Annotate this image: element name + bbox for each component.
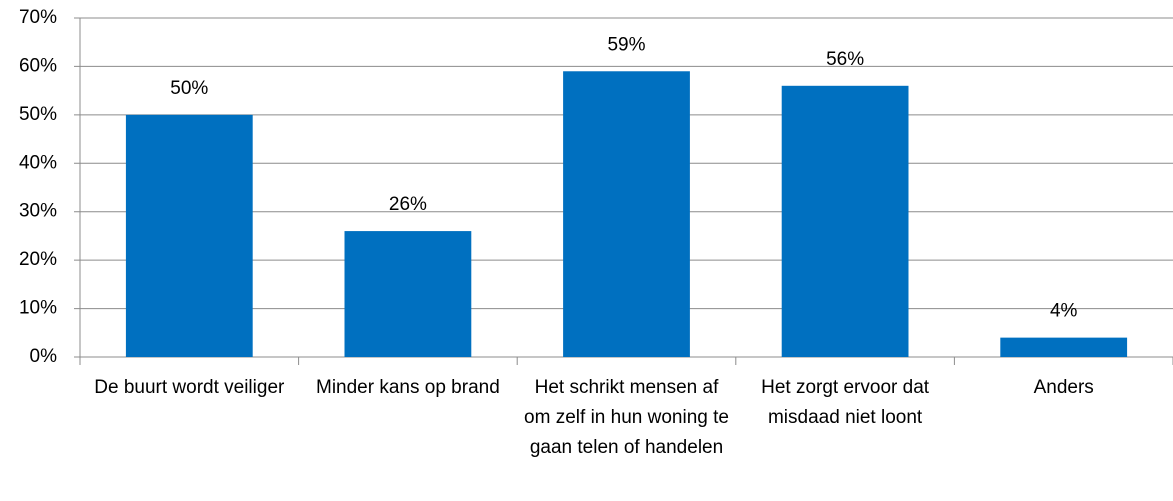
y-tick-label: 60% <box>19 55 57 76</box>
data-label: 56% <box>826 49 864 70</box>
y-tick-label: 70% <box>19 7 57 28</box>
y-tick-label: 20% <box>19 249 57 270</box>
bar <box>1000 337 1128 357</box>
data-label: 59% <box>607 34 645 55</box>
bar <box>781 85 909 358</box>
bar <box>344 231 472 357</box>
y-tick-label: 30% <box>19 201 57 222</box>
data-label: 4% <box>1050 301 1078 322</box>
y-tick-label: 50% <box>19 104 57 125</box>
x-tick-label: Het schrikt mensen af om zelf in hun won… <box>524 377 729 458</box>
x-tick-label: Anders <box>1033 377 1094 398</box>
x-tick-label: Minder kans op brand <box>316 377 500 398</box>
bar <box>563 71 690 358</box>
y-tick-label: 40% <box>19 152 57 173</box>
x-tick-label: De buurt wordt veiliger <box>94 377 285 398</box>
data-label: 26% <box>389 194 427 215</box>
y-tick-label: 10% <box>19 298 57 319</box>
x-tick-label: Het zorgt ervoor dat misdaad niet loont <box>761 377 930 428</box>
y-tick-label: 0% <box>30 346 58 367</box>
bar <box>125 114 253 357</box>
data-label: 50% <box>170 78 208 99</box>
